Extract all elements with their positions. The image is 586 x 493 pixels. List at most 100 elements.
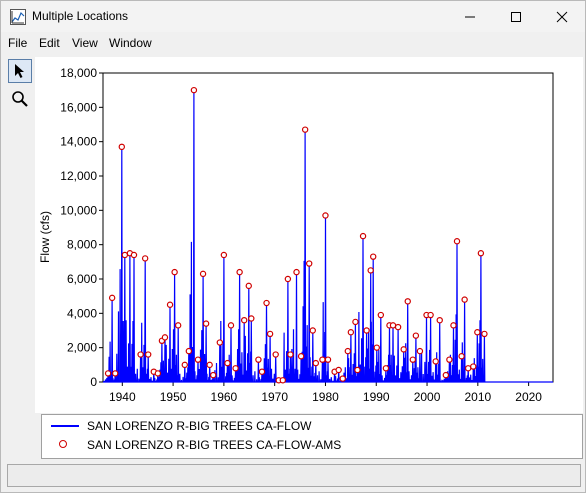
legend-label-ams: SAN LORENZO R-BIG TREES CA-FLOW-AMS — [87, 438, 342, 452]
legend-line-swatch — [51, 425, 79, 427]
minimize-button[interactable] — [447, 1, 493, 32]
ams-point — [284, 275, 292, 283]
x-tick-label: 2000 — [414, 390, 441, 404]
ams-point — [220, 251, 228, 259]
ams-point — [416, 347, 424, 355]
ams-point — [464, 365, 472, 372]
ams-point — [309, 327, 316, 334]
minimize-icon — [465, 16, 475, 17]
pointer-tool-button[interactable] — [8, 59, 32, 83]
flow-chart[interactable]: Flow (cfs) 0 2,000 4,000 6,000 8,000 10,000 12… — [35, 57, 583, 413]
ams-point — [227, 322, 235, 329]
y-tick-label: 16,000 — [60, 100, 97, 114]
ams-point — [347, 329, 355, 336]
ams-point — [453, 238, 461, 245]
ams-point — [367, 267, 374, 274]
ams-point — [199, 270, 207, 278]
x-tick-label: 1980 — [312, 390, 339, 404]
ams-point — [363, 327, 370, 334]
x-tick-label: 1950 — [160, 390, 187, 404]
ams-point — [166, 301, 174, 308]
zoom-tool-button[interactable] — [8, 87, 32, 111]
chart-panel[interactable]: Flow (cfs) 0 2,000 4,000 6,000 8,000 10,000 12… — [35, 57, 583, 413]
ams-point — [324, 356, 332, 363]
ams-point — [185, 347, 193, 355]
ams-point — [141, 255, 149, 262]
ams-point — [436, 317, 443, 324]
ams-point — [287, 351, 294, 358]
ams-point — [339, 375, 346, 382]
y-tick-label: 0 — [90, 375, 97, 389]
ams-point — [266, 330, 274, 338]
ams-point — [232, 365, 239, 372]
ams-point — [210, 371, 217, 379]
window-title: Multiple Locations — [32, 9, 129, 23]
ams-point — [111, 370, 119, 377]
ams-point — [477, 250, 485, 257]
ams-point — [194, 356, 202, 363]
ams-point — [474, 329, 481, 336]
legend-item-flow: SAN LORENZO R-BIG TREES CA-FLOW — [42, 417, 582, 435]
ams-point — [202, 320, 210, 327]
ams-point — [354, 366, 361, 374]
ams-point — [181, 361, 188, 369]
menu-edit[interactable]: Edit — [39, 36, 60, 50]
ams-point — [104, 370, 112, 377]
pointer-icon — [15, 64, 24, 78]
tool-palette — [1, 53, 35, 458]
ams-point — [293, 268, 300, 276]
ams-point — [389, 322, 397, 329]
y-tick-label: 14,000 — [60, 135, 97, 149]
x-tick-label: 2010 — [464, 390, 491, 404]
ams-point — [458, 353, 465, 360]
title-bar[interactable]: Multiple Locations — [1, 1, 585, 32]
ams-point — [258, 368, 266, 375]
ams-point — [236, 268, 243, 276]
ams-point — [255, 356, 262, 363]
legend-item-ams: SAN LORENZO R-BIG TREES CA-FLOW-AMS — [42, 436, 582, 454]
menu-bar: File Edit View Window — [1, 32, 585, 53]
legend: SAN LORENZO R-BIG TREES CA-FLOW SAN LORE… — [41, 414, 583, 459]
y-tick-label: 6,000 — [67, 272, 97, 286]
ams-point — [171, 268, 178, 276]
flow-series-line — [103, 90, 553, 383]
ams-point — [190, 86, 198, 94]
ams-point — [118, 143, 125, 151]
ams-point — [240, 317, 248, 324]
ams-point — [145, 351, 152, 358]
y-tick-label: 18,000 — [60, 66, 97, 80]
ams-point — [412, 332, 420, 339]
close-button[interactable] — [539, 1, 585, 32]
ams-point — [312, 359, 320, 367]
ams-point — [263, 299, 270, 307]
legend-marker-swatch — [59, 440, 67, 448]
x-tick-label: 1990 — [363, 390, 390, 404]
ams-point — [461, 296, 468, 303]
ams-point — [442, 371, 450, 379]
ams-point — [370, 253, 377, 260]
ams-point — [137, 351, 144, 358]
ams-point — [224, 359, 231, 367]
menu-window[interactable]: Window — [109, 36, 152, 50]
menu-file[interactable]: File — [8, 36, 28, 50]
status-bar — [7, 464, 581, 487]
x-tick-label: 2020 — [515, 390, 542, 404]
ams-point — [130, 251, 138, 259]
ams-point — [335, 366, 342, 374]
ams-point — [279, 377, 286, 384]
y-tick-label: 12,000 — [60, 169, 97, 183]
ams-point — [174, 322, 182, 329]
x-tick-label: 1940 — [109, 390, 136, 404]
ams-point — [481, 330, 488, 338]
ams-point — [161, 334, 169, 341]
maximize-button[interactable] — [493, 1, 539, 32]
y-tick-label: 4,000 — [67, 306, 97, 320]
ams-point — [446, 356, 453, 363]
menu-view[interactable]: View — [72, 36, 98, 50]
ams-point — [394, 323, 402, 331]
ams-point — [206, 361, 213, 369]
chart-app-icon — [10, 9, 26, 25]
y-tick-label: 10,000 — [60, 203, 97, 217]
ams-point — [306, 260, 313, 267]
